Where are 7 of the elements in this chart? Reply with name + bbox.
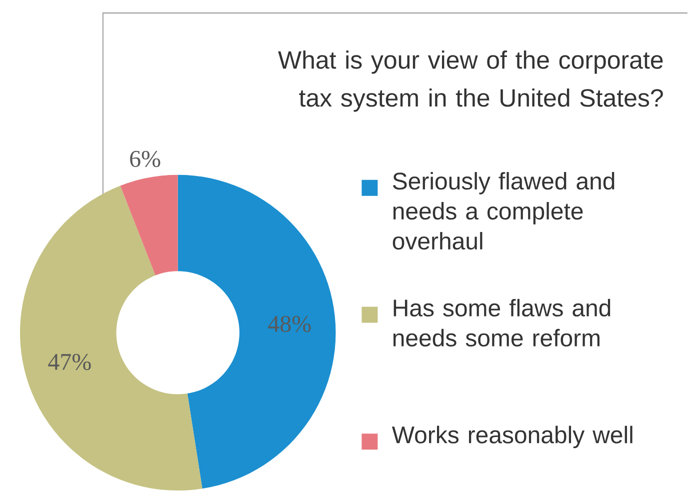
data-label: 6% bbox=[130, 151, 160, 168]
chart-title: What is your view of the corporate tax system in the United States? bbox=[278, 50, 663, 112]
legend-label: Has some flaws and needs some reform bbox=[393, 299, 610, 347]
legend-label: Seriously flawed and needs a complete overhaul bbox=[392, 172, 614, 250]
legend-label: Works reasonably well bbox=[392, 426, 632, 448]
data-label: 48% bbox=[268, 316, 311, 332]
data-label: 47% bbox=[48, 354, 91, 370]
